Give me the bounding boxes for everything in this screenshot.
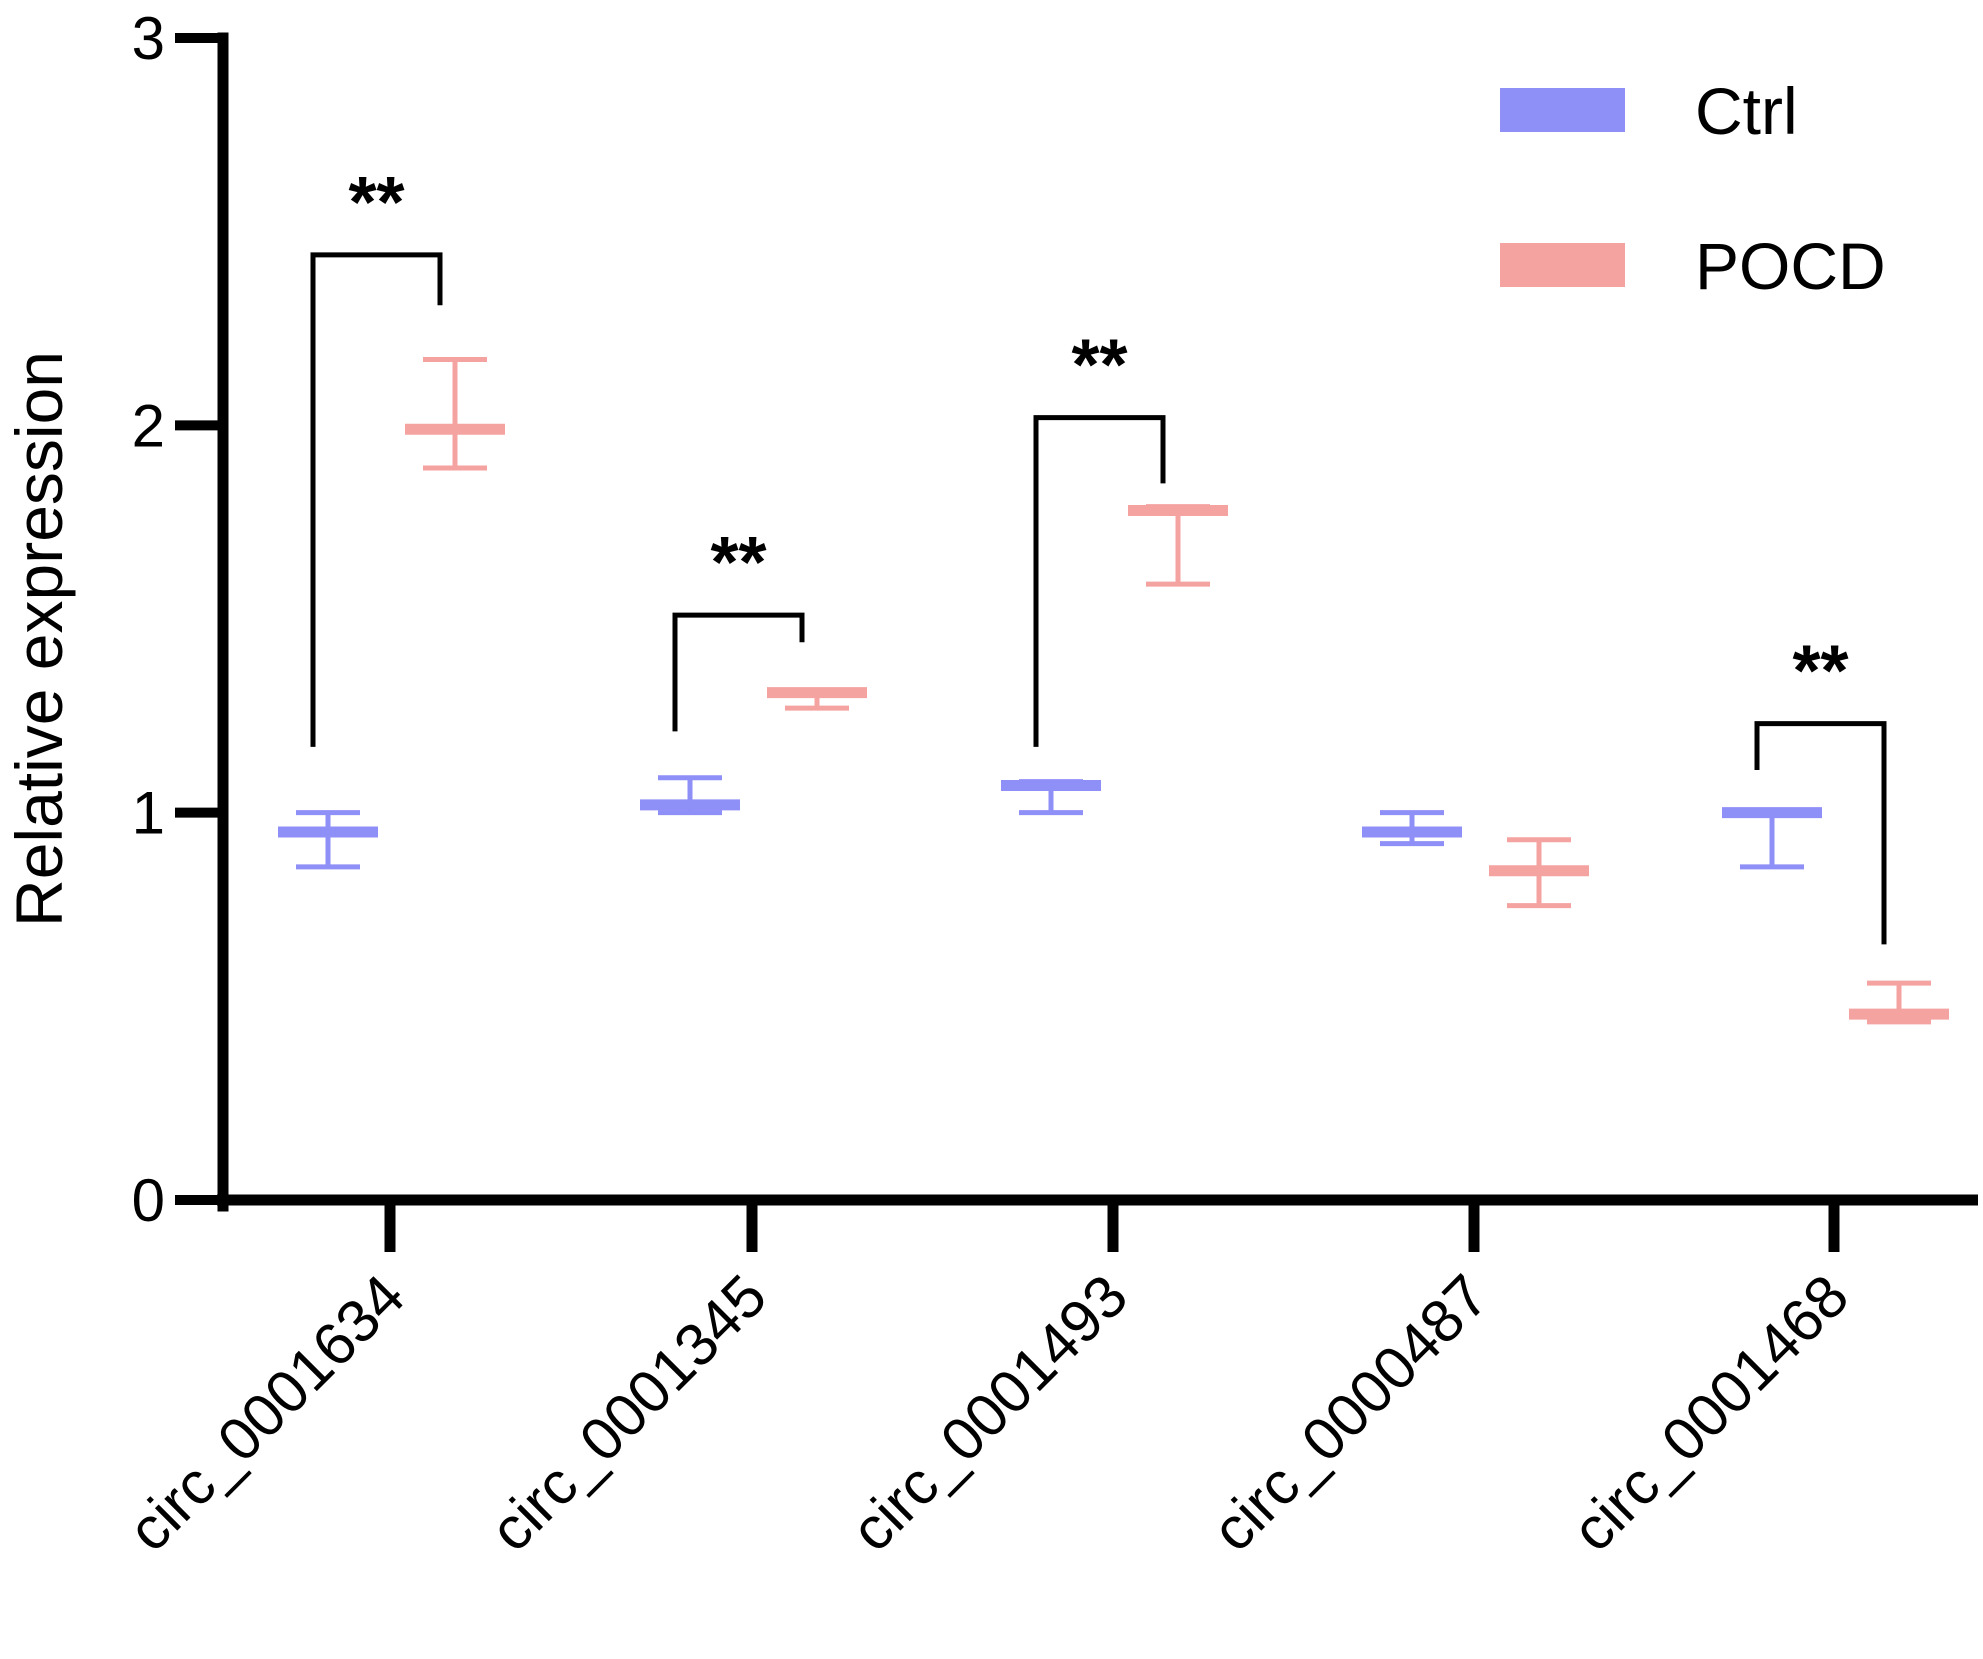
significance-annotations: ** ** ** ** xyxy=(310,163,1887,945)
legend-entry-pocd: POCD xyxy=(1500,229,1886,303)
significance-label: ** xyxy=(710,523,766,603)
y-tick-label: 0 xyxy=(132,1167,165,1234)
y-tick-label: 2 xyxy=(132,392,165,459)
bracket-line xyxy=(1033,415,1166,747)
legend-label: Ctrl xyxy=(1695,74,1798,148)
significance-bracket: ** xyxy=(310,163,443,747)
y-tick-label: 3 xyxy=(132,5,165,72)
data-point-ctrl xyxy=(1362,810,1462,847)
legend-label: POCD xyxy=(1695,229,1886,303)
significance-bracket: ** xyxy=(1033,326,1166,747)
data-point-ctrl xyxy=(1722,807,1822,870)
data-point-ctrl xyxy=(640,775,740,816)
x-tick-label: circ_0001493 xyxy=(838,1262,1140,1564)
data-point-ctrl xyxy=(1001,779,1101,816)
y-tick-label: 1 xyxy=(132,780,165,847)
data-point-pocd xyxy=(767,687,867,711)
bracket-line xyxy=(310,252,443,747)
plot-marks xyxy=(278,356,1949,1025)
y-axis-title: Relative expression xyxy=(2,351,76,927)
x-tick-label: circ_0001345 xyxy=(477,1262,779,1564)
significance-bracket: ** xyxy=(1754,632,1887,945)
significance-label: ** xyxy=(1792,632,1848,712)
legend-entry-ctrl: Ctrl xyxy=(1500,74,1798,148)
legend-swatch xyxy=(1500,243,1625,287)
x-tick-label: circ_0001634 xyxy=(115,1262,417,1564)
legend: Ctrl POCD xyxy=(1500,74,1886,303)
data-point-pocd xyxy=(1489,837,1589,909)
data-point-pocd xyxy=(405,356,505,471)
data-point-ctrl xyxy=(278,810,378,870)
legend-swatch xyxy=(1500,88,1625,132)
bracket-line xyxy=(1754,721,1887,945)
significance-label: ** xyxy=(348,163,404,243)
x-tick-label: circ_0001468 xyxy=(1559,1262,1861,1564)
data-point-pocd xyxy=(1849,980,1949,1025)
significance-label: ** xyxy=(1071,326,1127,406)
significance-bracket: ** xyxy=(672,523,805,732)
bracket-line xyxy=(672,612,805,732)
x-tick-label: circ_0000487 xyxy=(1199,1262,1501,1564)
data-point-pocd xyxy=(1128,504,1228,587)
